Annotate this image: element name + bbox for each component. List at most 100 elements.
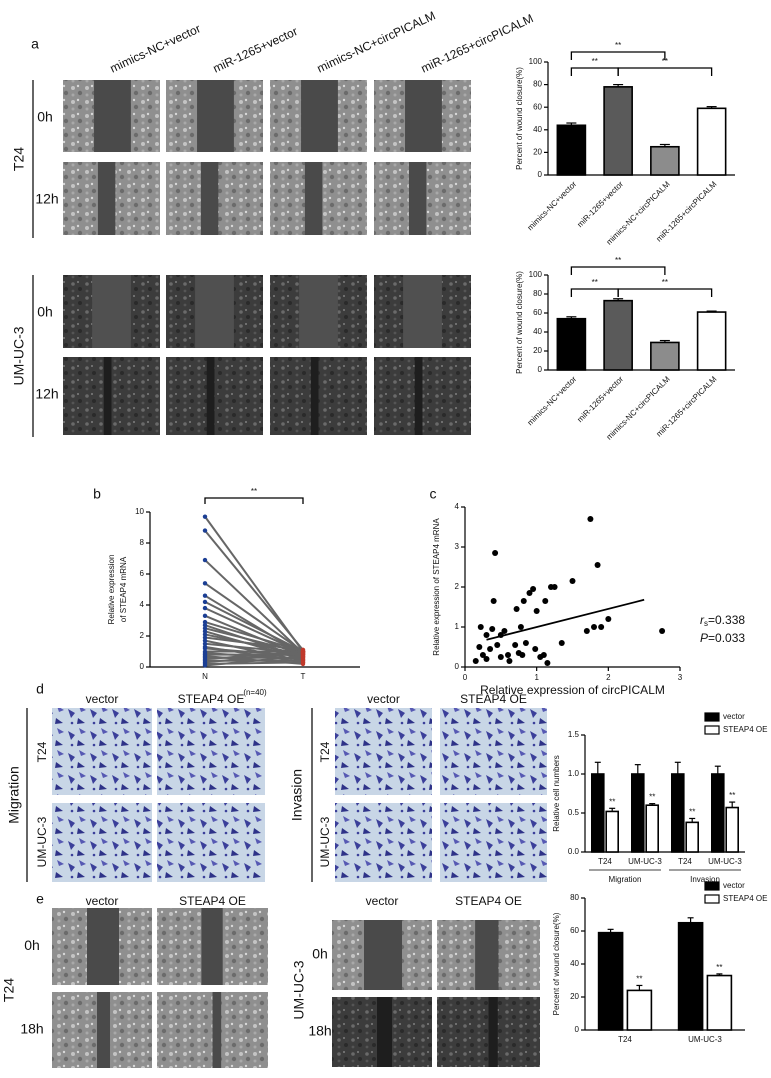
pair-line: [204, 636, 304, 651]
y-tick-label: 1.5: [568, 730, 580, 739]
point: [587, 516, 594, 522]
panel-label: c: [430, 486, 437, 502]
point: [483, 632, 490, 638]
y-tick-label: 20: [570, 992, 579, 1001]
bar: [603, 86, 633, 176]
significance: **: [636, 975, 642, 984]
point: [202, 613, 208, 619]
x-axis-label: Relative expression of circPICALM: [480, 683, 665, 697]
wound-gap: [195, 275, 234, 348]
point: [477, 624, 484, 630]
y-tick-label: 2: [140, 631, 145, 640]
y-axis-label: Relative expression: [107, 555, 116, 625]
x-tick-label: UM-UC-3: [688, 1035, 722, 1044]
y-tick-label: 4: [140, 600, 145, 609]
x-tick-label: T24: [678, 857, 692, 866]
legend-label: vector: [723, 881, 745, 890]
legend-swatch: [704, 894, 720, 904]
column-header: STEAP4 OE: [460, 692, 527, 706]
y-tick-label: 6: [140, 569, 145, 578]
y-tick-label: 0: [538, 170, 543, 179]
micrograph: [335, 708, 432, 795]
point: [505, 652, 511, 658]
bar: [670, 773, 685, 853]
x-tick-label: miR-1265+vector: [575, 374, 625, 424]
pair-line: [204, 529, 304, 651]
bar: [706, 974, 733, 1031]
bar: [556, 317, 587, 371]
column-header: STEAP4 OE: [178, 692, 245, 706]
y-tick-label: 1.0: [568, 769, 580, 778]
point: [598, 624, 605, 630]
point: [526, 590, 533, 596]
pair-line: [204, 582, 304, 653]
significance: **: [716, 963, 722, 972]
x-axis-label: (n=40): [243, 688, 267, 697]
time-label: 12h: [35, 191, 58, 207]
x-tick-label: T: [301, 672, 306, 681]
wound-gap: [488, 997, 498, 1067]
y-tick-label: 0.0: [568, 847, 580, 856]
y-tick-label: 100: [529, 270, 543, 279]
bar: [556, 124, 587, 176]
row-label: T24: [11, 147, 27, 171]
bar: [597, 931, 624, 1031]
wound-gap: [408, 162, 427, 235]
column-header: vector: [86, 894, 119, 908]
y-tick-label: 0: [455, 662, 460, 671]
x-tick-label: T24: [598, 857, 612, 866]
x-tick-label: mimics-NC+vector: [526, 374, 579, 427]
point: [591, 624, 597, 630]
wound-gap: [197, 80, 234, 152]
point: [532, 646, 539, 652]
stat-r-symbol: r: [700, 613, 705, 627]
significance: **: [609, 797, 615, 806]
x-tick-label: T24: [618, 1035, 632, 1044]
point: [605, 616, 612, 622]
point: [202, 635, 208, 640]
wound-gap: [97, 162, 116, 235]
y-tick-label: 60: [533, 102, 542, 111]
point: [530, 586, 537, 592]
x-tick-label: 1: [534, 673, 539, 682]
point: [476, 644, 483, 650]
time-label: 0h: [37, 304, 53, 320]
bar: [696, 311, 727, 371]
pair-line: [204, 655, 304, 667]
y-tick-label: 80: [570, 893, 579, 902]
assay-label: Migration: [6, 766, 22, 824]
group-label: Invasion: [690, 875, 720, 884]
significance: **: [592, 278, 598, 287]
wound-gap: [405, 80, 442, 152]
wound-gap: [310, 357, 319, 435]
pair-line: [204, 601, 304, 653]
wound-gap: [206, 357, 215, 435]
micrograph: [440, 708, 547, 795]
micrograph: [440, 803, 547, 882]
wound-gap: [103, 357, 112, 435]
point: [497, 654, 504, 660]
point: [519, 652, 526, 658]
significance: **: [662, 57, 668, 66]
y-tick-label: 2: [455, 582, 460, 591]
group-label: Migration: [609, 875, 642, 884]
point: [520, 598, 527, 604]
bar: [630, 773, 645, 853]
point: [202, 581, 208, 586]
wound-gap: [475, 920, 499, 990]
point: [501, 628, 508, 634]
row-label: T24: [1, 978, 17, 1002]
legend-label: vector: [723, 712, 745, 721]
point: [542, 598, 549, 604]
bracket: [570, 51, 666, 60]
bracket: [204, 497, 304, 504]
y-axis-label: Percent of wound closure(%): [515, 67, 524, 170]
row-label: UM-UC-3: [35, 816, 49, 867]
y-tick-label: 40: [570, 959, 579, 968]
stat-p-value: =0.033: [708, 631, 745, 645]
bar: [605, 810, 620, 853]
legend-swatch: [704, 725, 720, 735]
assay-label: Invasion: [289, 769, 305, 821]
point: [544, 660, 551, 666]
